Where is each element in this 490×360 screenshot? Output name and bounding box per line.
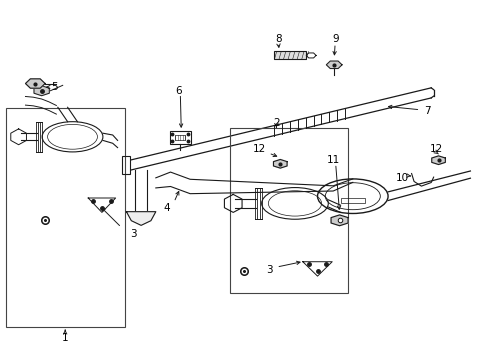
Text: 11: 11 xyxy=(326,155,340,165)
Bar xyxy=(175,135,185,140)
Polygon shape xyxy=(25,79,45,88)
Polygon shape xyxy=(432,156,445,165)
Text: 12: 12 xyxy=(253,144,267,154)
Bar xyxy=(341,198,365,203)
Text: 1: 1 xyxy=(62,333,69,343)
Bar xyxy=(274,51,306,59)
Bar xyxy=(170,131,191,144)
Text: 8: 8 xyxy=(275,34,282,44)
Bar xyxy=(6,108,125,327)
Polygon shape xyxy=(34,86,49,96)
Text: 9: 9 xyxy=(332,34,339,44)
Text: 12: 12 xyxy=(429,144,443,154)
Polygon shape xyxy=(126,212,156,225)
Polygon shape xyxy=(326,61,342,68)
Bar xyxy=(230,128,348,293)
Bar xyxy=(122,156,130,174)
Text: 7: 7 xyxy=(424,106,431,116)
Text: 3: 3 xyxy=(130,229,137,239)
Text: 4: 4 xyxy=(163,203,170,213)
Text: 3: 3 xyxy=(266,265,273,275)
Text: 6: 6 xyxy=(175,86,182,96)
Text: 2: 2 xyxy=(273,118,280,128)
Text: 5: 5 xyxy=(51,82,58,92)
Text: 10: 10 xyxy=(396,173,409,183)
Polygon shape xyxy=(331,215,348,226)
Polygon shape xyxy=(273,159,287,168)
